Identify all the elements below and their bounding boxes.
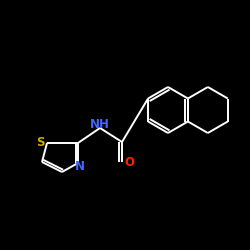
Text: N: N — [75, 160, 85, 172]
Text: NH: NH — [90, 118, 110, 130]
Text: O: O — [124, 156, 134, 168]
Text: S: S — [36, 136, 44, 149]
